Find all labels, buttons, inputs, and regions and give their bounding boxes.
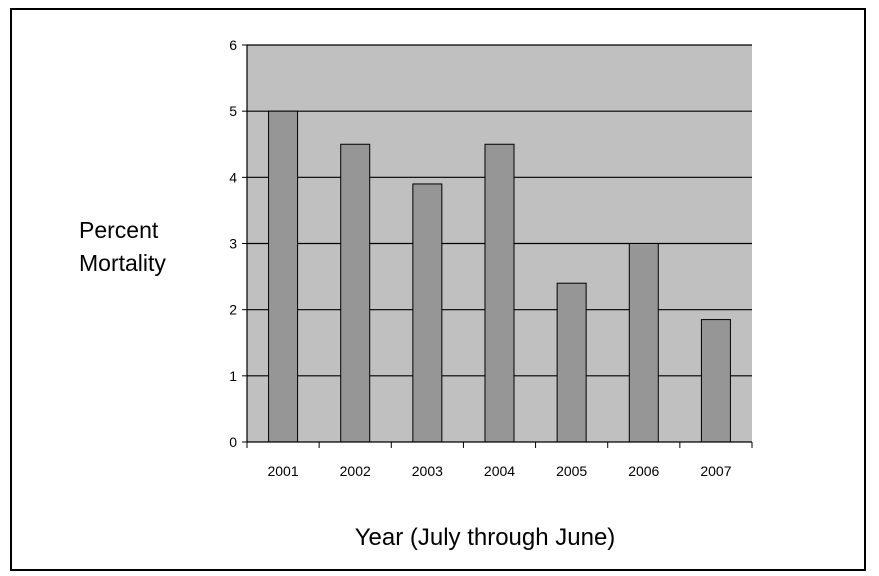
y-tick-label-2: 2 — [229, 302, 237, 318]
y-tick-label-4: 4 — [229, 169, 237, 185]
x-tick-label-2002: 2002 — [340, 463, 371, 479]
y-tick-label-1: 1 — [229, 368, 237, 384]
axes — [242, 44, 753, 448]
x-tick-label-2007: 2007 — [700, 463, 731, 479]
y-tick-label-3: 3 — [229, 236, 237, 252]
x-tick-label-2005: 2005 — [556, 463, 587, 479]
x-tick-label-2006: 2006 — [628, 463, 659, 479]
y-tick-label-5: 5 — [229, 103, 237, 119]
y-axis-label-line-2: Mortality — [79, 250, 166, 276]
x-axis-label: Year (July through June) — [355, 524, 616, 551]
bar-2007 — [700, 319, 731, 443]
bar-2006 — [628, 243, 659, 443]
x-tick-label-2001: 2001 — [267, 463, 298, 479]
tick-labels: 0 1 2 3 4 5 6 2001 2002 2003 2004 2005 2006 2007 — [229, 37, 732, 479]
bars — [268, 110, 731, 443]
bar-2004 — [484, 143, 515, 443]
x-tick-label-2004: 2004 — [484, 463, 515, 479]
bar-2005 — [556, 282, 587, 443]
bar-2002 — [340, 143, 371, 443]
bar-2003 — [412, 183, 443, 443]
bar-2001 — [268, 110, 299, 443]
y-tick-label-6: 6 — [229, 37, 237, 53]
x-tick-label-2003: 2003 — [412, 463, 443, 479]
y-tick-label-0: 0 — [229, 434, 237, 450]
y-axis-label-line-1: Percent — [79, 217, 159, 243]
